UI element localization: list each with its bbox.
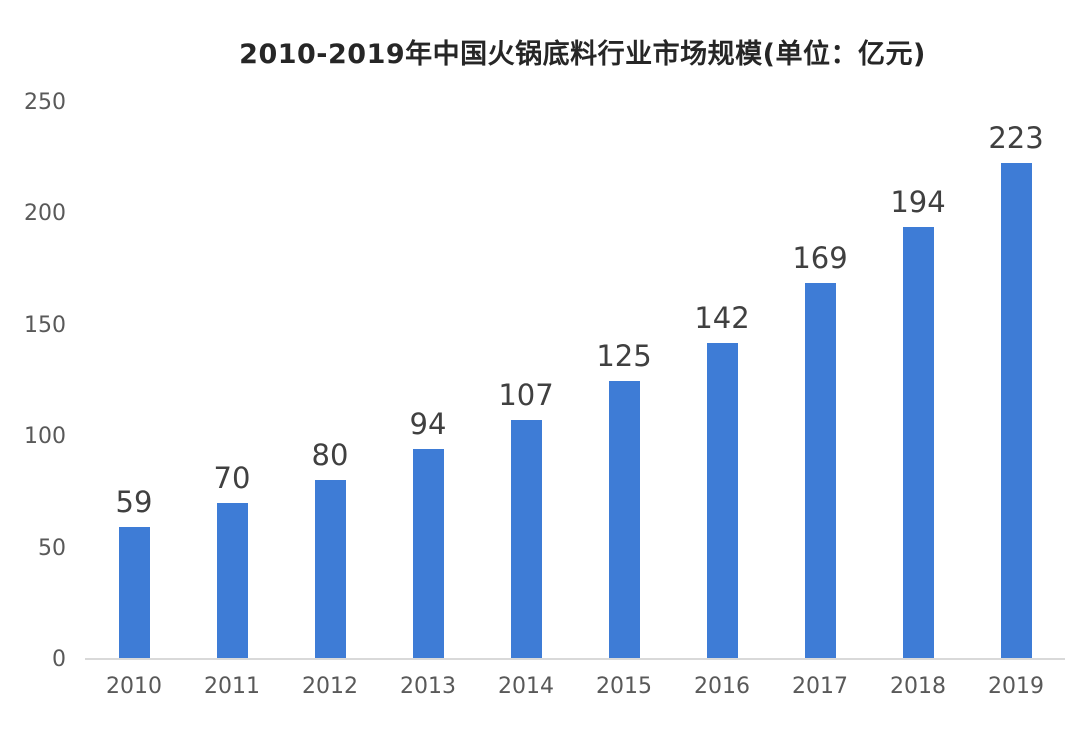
bar-group-2015: 125 — [575, 103, 673, 658]
x-tick-label-2019: 2019 — [988, 674, 1044, 699]
x-tick-label-2013: 2013 — [400, 674, 456, 699]
bar-2019 — [1000, 162, 1032, 658]
chart-title: 2010-2019年中国火锅底料行业市场规模(单位：亿元) — [239, 39, 926, 70]
bar-group-2012: 80 — [281, 103, 379, 658]
y-tick-label: 100 — [24, 424, 66, 450]
x-tick-label-2017: 2017 — [792, 674, 848, 699]
bar-2010 — [118, 527, 150, 658]
y-tick-label: 200 — [24, 201, 66, 227]
y-tick-label: 50 — [38, 535, 66, 561]
bar-2015 — [608, 380, 640, 658]
bar-2011 — [216, 502, 248, 658]
x-tick-label-2010: 2010 — [106, 674, 162, 699]
bar-value-label: 107 — [498, 378, 554, 413]
bar-value-label: 142 — [694, 300, 750, 335]
y-tick-label: 0 — [52, 647, 66, 672]
y-tick-label: 250 — [24, 90, 66, 115]
x-tick-label-2018: 2018 — [890, 674, 946, 699]
bar-group-2019: 223 — [967, 103, 1065, 658]
bar-value-label: 194 — [890, 185, 946, 220]
plot-area: 59 70 80 94 107 125 142 169 194 223 — [85, 103, 1065, 660]
x-tick-label-2015: 2015 — [596, 674, 652, 699]
bar-2017 — [804, 282, 836, 658]
bar-group-2013: 94 — [379, 103, 477, 658]
bar-group-2010: 59 — [85, 103, 183, 658]
bar-group-2016: 142 — [673, 103, 771, 658]
bar-group-2014: 107 — [477, 103, 575, 658]
bar-2016 — [706, 342, 738, 658]
x-tick-label-2012: 2012 — [302, 674, 358, 699]
x-tick-label-2011: 2011 — [204, 674, 260, 699]
bar-value-label: 169 — [792, 240, 848, 275]
y-tick-label: 150 — [24, 312, 66, 338]
y-axis: 0 50 100 150 200 250 — [0, 92, 66, 671]
bar-group-2018: 194 — [869, 103, 967, 658]
bar-value-label: 80 — [311, 438, 349, 473]
x-tick-label-2016: 2016 — [694, 674, 750, 699]
bar-2013 — [412, 449, 444, 658]
bar-value-label: 59 — [115, 485, 153, 520]
bar-value-label: 70 — [213, 460, 251, 495]
bar-2012 — [314, 480, 346, 658]
bar-2018 — [902, 227, 934, 658]
bar-group-2011: 70 — [183, 103, 281, 658]
bar-value-label: 125 — [596, 338, 652, 373]
bar-value-label: 223 — [988, 120, 1044, 155]
x-axis: 2010 2011 2012 2013 2014 2015 2016 2017 2018 2019 — [85, 676, 1065, 698]
bar-group-2017: 169 — [771, 103, 869, 658]
bar-2014 — [510, 420, 542, 658]
x-tick-label-2014: 2014 — [498, 674, 554, 699]
bar-value-label: 94 — [409, 407, 447, 442]
